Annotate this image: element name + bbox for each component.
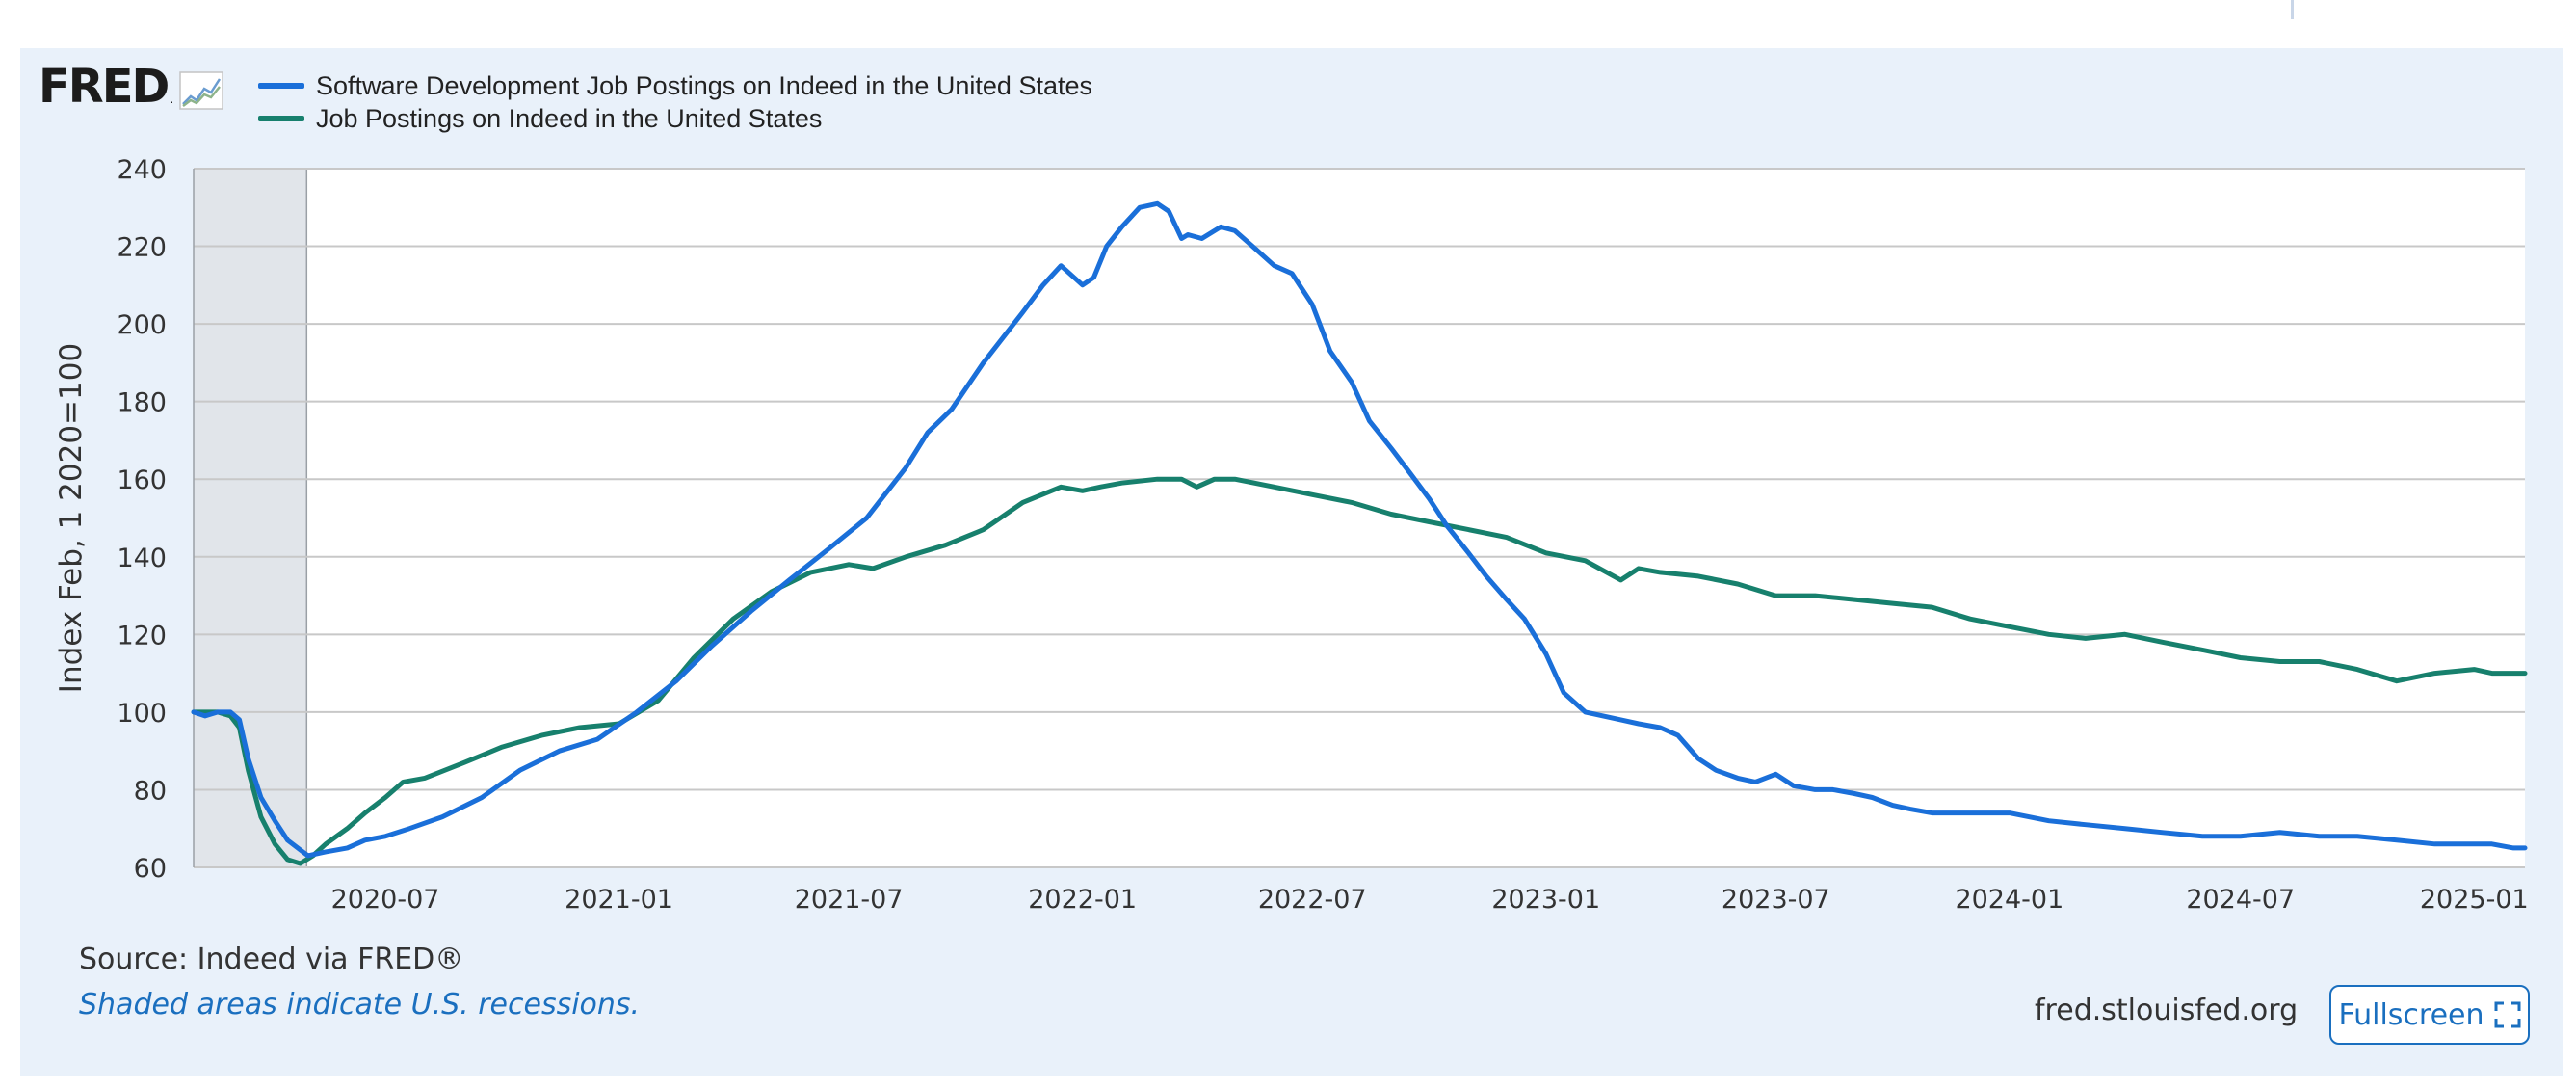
logo-dot: . — [170, 91, 174, 106]
y-tick-label-180: 180 — [117, 388, 167, 418]
x-tick-label-2021-01: 2021-01 — [565, 885, 673, 915]
legend-label-software: Software Development Job Postings on Ind… — [316, 70, 1092, 100]
expand-icon — [2494, 1001, 2521, 1028]
legend-label-all-jobs: Job Postings on Indeed in the United Sta… — [316, 103, 823, 133]
x-tick-label-2023-07: 2023-07 — [1722, 885, 1830, 915]
fred-graph-icon — [179, 71, 224, 110]
y-tick-label-160: 160 — [117, 465, 167, 495]
y-tick-label-240: 240 — [117, 155, 167, 185]
x-tick-label-2022-01: 2022-01 — [1028, 885, 1137, 915]
x-tick-label-2024-07: 2024-07 — [2186, 885, 2295, 915]
x-tick-label-2023-01: 2023-01 — [1491, 885, 1600, 915]
y-axis-label: Index Feb, 1 2020=100 — [54, 343, 89, 693]
y-tick-label-220: 220 — [117, 233, 167, 263]
x-tick-label-2020-07: 2020-07 — [331, 885, 440, 915]
legend-swatch-all-jobs — [258, 116, 304, 121]
top-divider — [2291, 0, 2294, 19]
fullscreen-label: Fullscreen — [2338, 997, 2484, 1032]
y-tick-label-60: 60 — [134, 854, 167, 884]
legend-item-all-jobs[interactable]: Job Postings on Indeed in the United Sta… — [258, 102, 1092, 135]
y-tick-label-80: 80 — [134, 776, 167, 806]
source-text: Source: Indeed via FRED® — [79, 943, 464, 976]
series-line-all-jobs — [191, 476, 2528, 866]
y-tick-label-200: 200 — [117, 310, 167, 340]
chart-legend: Software Development Job Postings on Ind… — [258, 69, 1092, 135]
y-tick-label-100: 100 — [117, 699, 167, 729]
x-tick-label-2022-07: 2022-07 — [1258, 885, 1367, 915]
legend-item-software[interactable]: Software Development Job Postings on Ind… — [258, 69, 1092, 102]
logo-text: FRED — [39, 60, 170, 114]
y-tick-label-120: 120 — [117, 621, 167, 651]
series-line-software — [191, 200, 2528, 859]
recession-note: Shaded areas indicate U.S. recessions. — [79, 988, 641, 1022]
recession-shade-0 — [194, 169, 307, 867]
legend-swatch-software — [258, 83, 304, 89]
fullscreen-button[interactable]: Fullscreen — [2329, 985, 2530, 1045]
fred-logo[interactable]: FRED . — [39, 60, 224, 114]
y-tick-label-140: 140 — [117, 544, 167, 573]
x-tick-label-2025-01: 2025-01 — [2420, 885, 2529, 915]
x-tick-label-2021-07: 2021-07 — [795, 885, 904, 915]
x-tick-label-2024-01: 2024-01 — [1955, 885, 2063, 915]
site-url: fred.stlouisfed.org — [2035, 994, 2299, 1027]
plot-area — [194, 169, 2525, 867]
